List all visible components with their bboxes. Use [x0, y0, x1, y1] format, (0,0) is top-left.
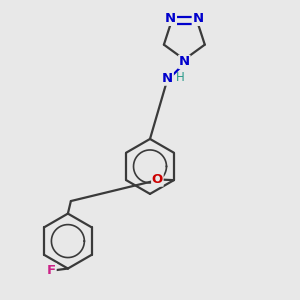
Text: N: N — [162, 72, 173, 85]
Text: N: N — [192, 12, 203, 25]
Text: N: N — [165, 12, 176, 25]
Text: O: O — [152, 173, 163, 186]
Text: H: H — [176, 70, 185, 84]
Text: F: F — [47, 263, 56, 277]
Text: N: N — [179, 56, 190, 68]
